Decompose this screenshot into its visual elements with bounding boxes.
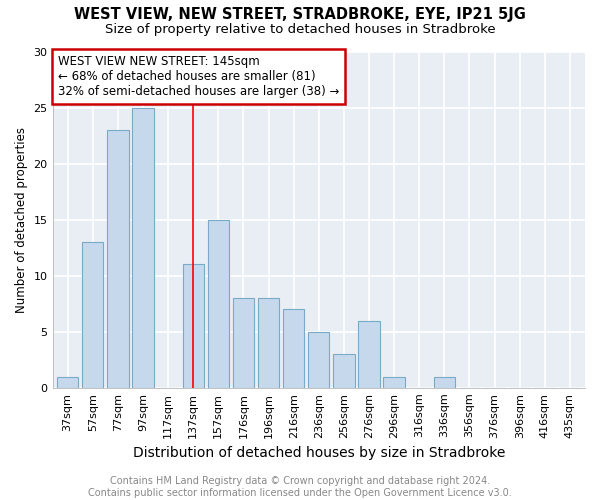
Bar (383, 376, 405, 388)
Text: WEST VIEW NEW STREET: 145sqm
← 68% of detached houses are smaller (81)
32% of se: WEST VIEW NEW STREET: 145sqm ← 68% of de… (58, 55, 339, 98)
Text: Size of property relative to detached houses in Stradbroke: Size of property relative to detached ho… (104, 22, 496, 36)
Y-axis label: Number of detached properties: Number of detached properties (15, 126, 28, 312)
Bar (82, 242, 103, 388)
X-axis label: Distribution of detached houses by size in Stradbroke: Distribution of detached houses by size … (133, 446, 505, 460)
Bar (57, 376, 78, 388)
Text: Contains HM Land Registry data © Crown copyright and database right 2024.
Contai: Contains HM Land Registry data © Crown c… (88, 476, 512, 498)
Bar (107, 130, 128, 388)
Bar (233, 298, 254, 388)
Bar (132, 108, 154, 388)
Bar (358, 320, 380, 388)
Bar (258, 298, 279, 388)
Bar (333, 354, 355, 388)
Bar (434, 376, 455, 388)
Bar (182, 264, 204, 388)
Text: WEST VIEW, NEW STREET, STRADBROKE, EYE, IP21 5JG: WEST VIEW, NEW STREET, STRADBROKE, EYE, … (74, 8, 526, 22)
Bar (208, 220, 229, 388)
Bar (308, 332, 329, 388)
Bar (283, 310, 304, 388)
